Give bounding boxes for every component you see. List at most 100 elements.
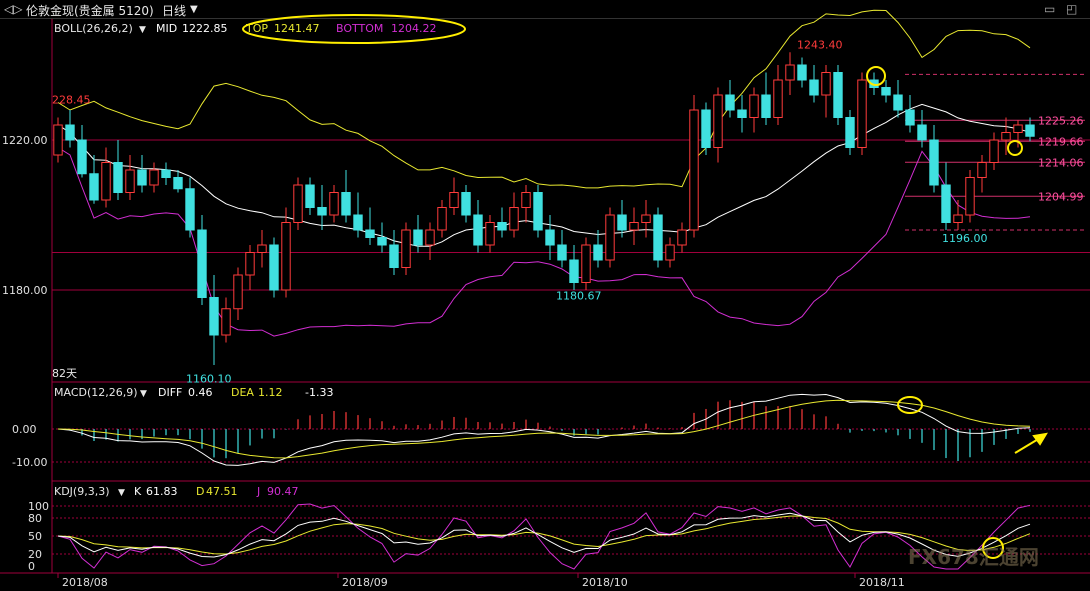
candle [365, 207, 375, 245]
candle [89, 155, 99, 204]
minimize-icon[interactable]: ▭ [1044, 2, 1056, 16]
candle [53, 117, 63, 163]
y-tick-label: 100 [28, 500, 49, 513]
price-annotations: 228.45 1243.40 1160.10 1180.67 1196.00 1225.2… [52, 38, 1084, 385]
candles [53, 52, 1035, 365]
j-value: 90.47 [267, 485, 299, 498]
header-highlight-ellipse [242, 14, 466, 44]
y-tick-label: 0.00 [12, 423, 37, 436]
candle [785, 52, 795, 95]
candle [641, 200, 651, 238]
candle [185, 177, 195, 238]
diff-label: DIFF [158, 386, 182, 399]
x-tick-label: 2018/10 [582, 576, 628, 589]
bottom-value: 1204.22 [391, 22, 437, 35]
candle [377, 222, 387, 253]
kdj-d-line [57, 515, 1031, 555]
y-tick-label: 1180.00 [2, 284, 48, 297]
x-tick-label: 2018/08 [62, 576, 108, 589]
price-annotation: 1243.40 [797, 38, 843, 51]
candle [965, 170, 975, 223]
dea-value: 1.12 [258, 386, 283, 399]
j-label: J [256, 485, 260, 498]
dea-label: DEA [231, 386, 254, 399]
boll-top-line [57, 9, 1031, 189]
boll-indicator: BOLL(26,26,2) [54, 22, 133, 35]
candle [425, 222, 435, 260]
back-icon[interactable]: ◁▷ [4, 2, 23, 16]
candle [557, 230, 567, 268]
candle [257, 230, 267, 268]
candle [65, 110, 75, 148]
highlight-ellipse-macd [897, 396, 923, 414]
boll-header: BOLL(26,26,2) ▼ MID 1222.85 TOP 1241.47 … [54, 14, 466, 44]
candle [461, 185, 471, 223]
kdj-k-line [57, 512, 1031, 558]
watermark: FX678汇通网 [908, 545, 1039, 569]
candle [1025, 117, 1035, 142]
candle [473, 200, 483, 253]
main-y-ticks: 1220.00 1180.00 [2, 134, 48, 297]
candle [845, 110, 855, 155]
candle [833, 65, 843, 125]
candle [521, 185, 531, 223]
kdj-j-line [57, 503, 1031, 570]
y-tick-label: 50 [28, 530, 42, 543]
kdj-lines [57, 503, 1031, 570]
boll-lines [57, 9, 1031, 337]
candle [929, 125, 939, 193]
candle [737, 95, 747, 133]
restore-icon[interactable]: ◰ [1066, 2, 1078, 16]
candle [893, 80, 903, 118]
candle [581, 237, 591, 290]
candle [617, 200, 627, 238]
candle [161, 162, 171, 185]
mid-value: 1222.85 [182, 22, 228, 35]
candle [761, 72, 771, 125]
candle [317, 185, 327, 230]
kdj-header: KDJ(9,3,3) ▼ K 61.83 D 47.51 J 90.47 [54, 485, 299, 498]
candle [713, 87, 723, 163]
dea-line [57, 399, 1031, 459]
candle [353, 192, 363, 238]
candle [749, 87, 759, 133]
candle [569, 245, 579, 290]
chevron-down-icon[interactable]: ▼ [190, 4, 198, 15]
candle [293, 177, 303, 230]
price-annotation: 1225.26 [1038, 114, 1084, 127]
period-selector[interactable]: 日线 [162, 4, 187, 18]
bottom-label: BOTTOM [336, 22, 383, 35]
k-value: 61.83 [146, 485, 178, 498]
macd-lines [57, 393, 1031, 466]
macd-histogram [69, 400, 1031, 462]
candle [209, 275, 219, 365]
boll-bottom-line [57, 147, 1031, 337]
candle [797, 57, 807, 88]
candle [953, 200, 963, 230]
candle [989, 132, 999, 170]
diff-line [57, 393, 1031, 466]
d-label: D [196, 485, 204, 498]
macd-indicator: MACD(12,26,9) [54, 386, 138, 399]
x-tick-label: 2018/11 [859, 576, 905, 589]
chevron-down-icon: ▼ [139, 25, 146, 35]
candle [977, 155, 987, 193]
d-value: 47.51 [206, 485, 238, 498]
price-annotation: 1219.66 [1038, 135, 1084, 148]
candle [101, 147, 111, 208]
price-annotation: 1204.99 [1038, 190, 1084, 203]
candle [809, 65, 819, 103]
candle [233, 267, 243, 320]
candle [329, 185, 339, 223]
price-annotation: 1180.67 [556, 289, 602, 302]
price-annotation: 1214.06 [1038, 156, 1084, 169]
top-value: 1241.47 [274, 22, 320, 35]
candle [605, 207, 615, 268]
macd-header: MACD(12,26,9) ▼ DIFF 0.46 DEA 1.12 -1.33 [54, 386, 333, 399]
candle [881, 80, 891, 103]
candle [125, 155, 135, 200]
title-bar: ◁▷ 伦敦金现(贵金属 5120) 日线 ▼ ▭ ◰ [0, 0, 1090, 19]
